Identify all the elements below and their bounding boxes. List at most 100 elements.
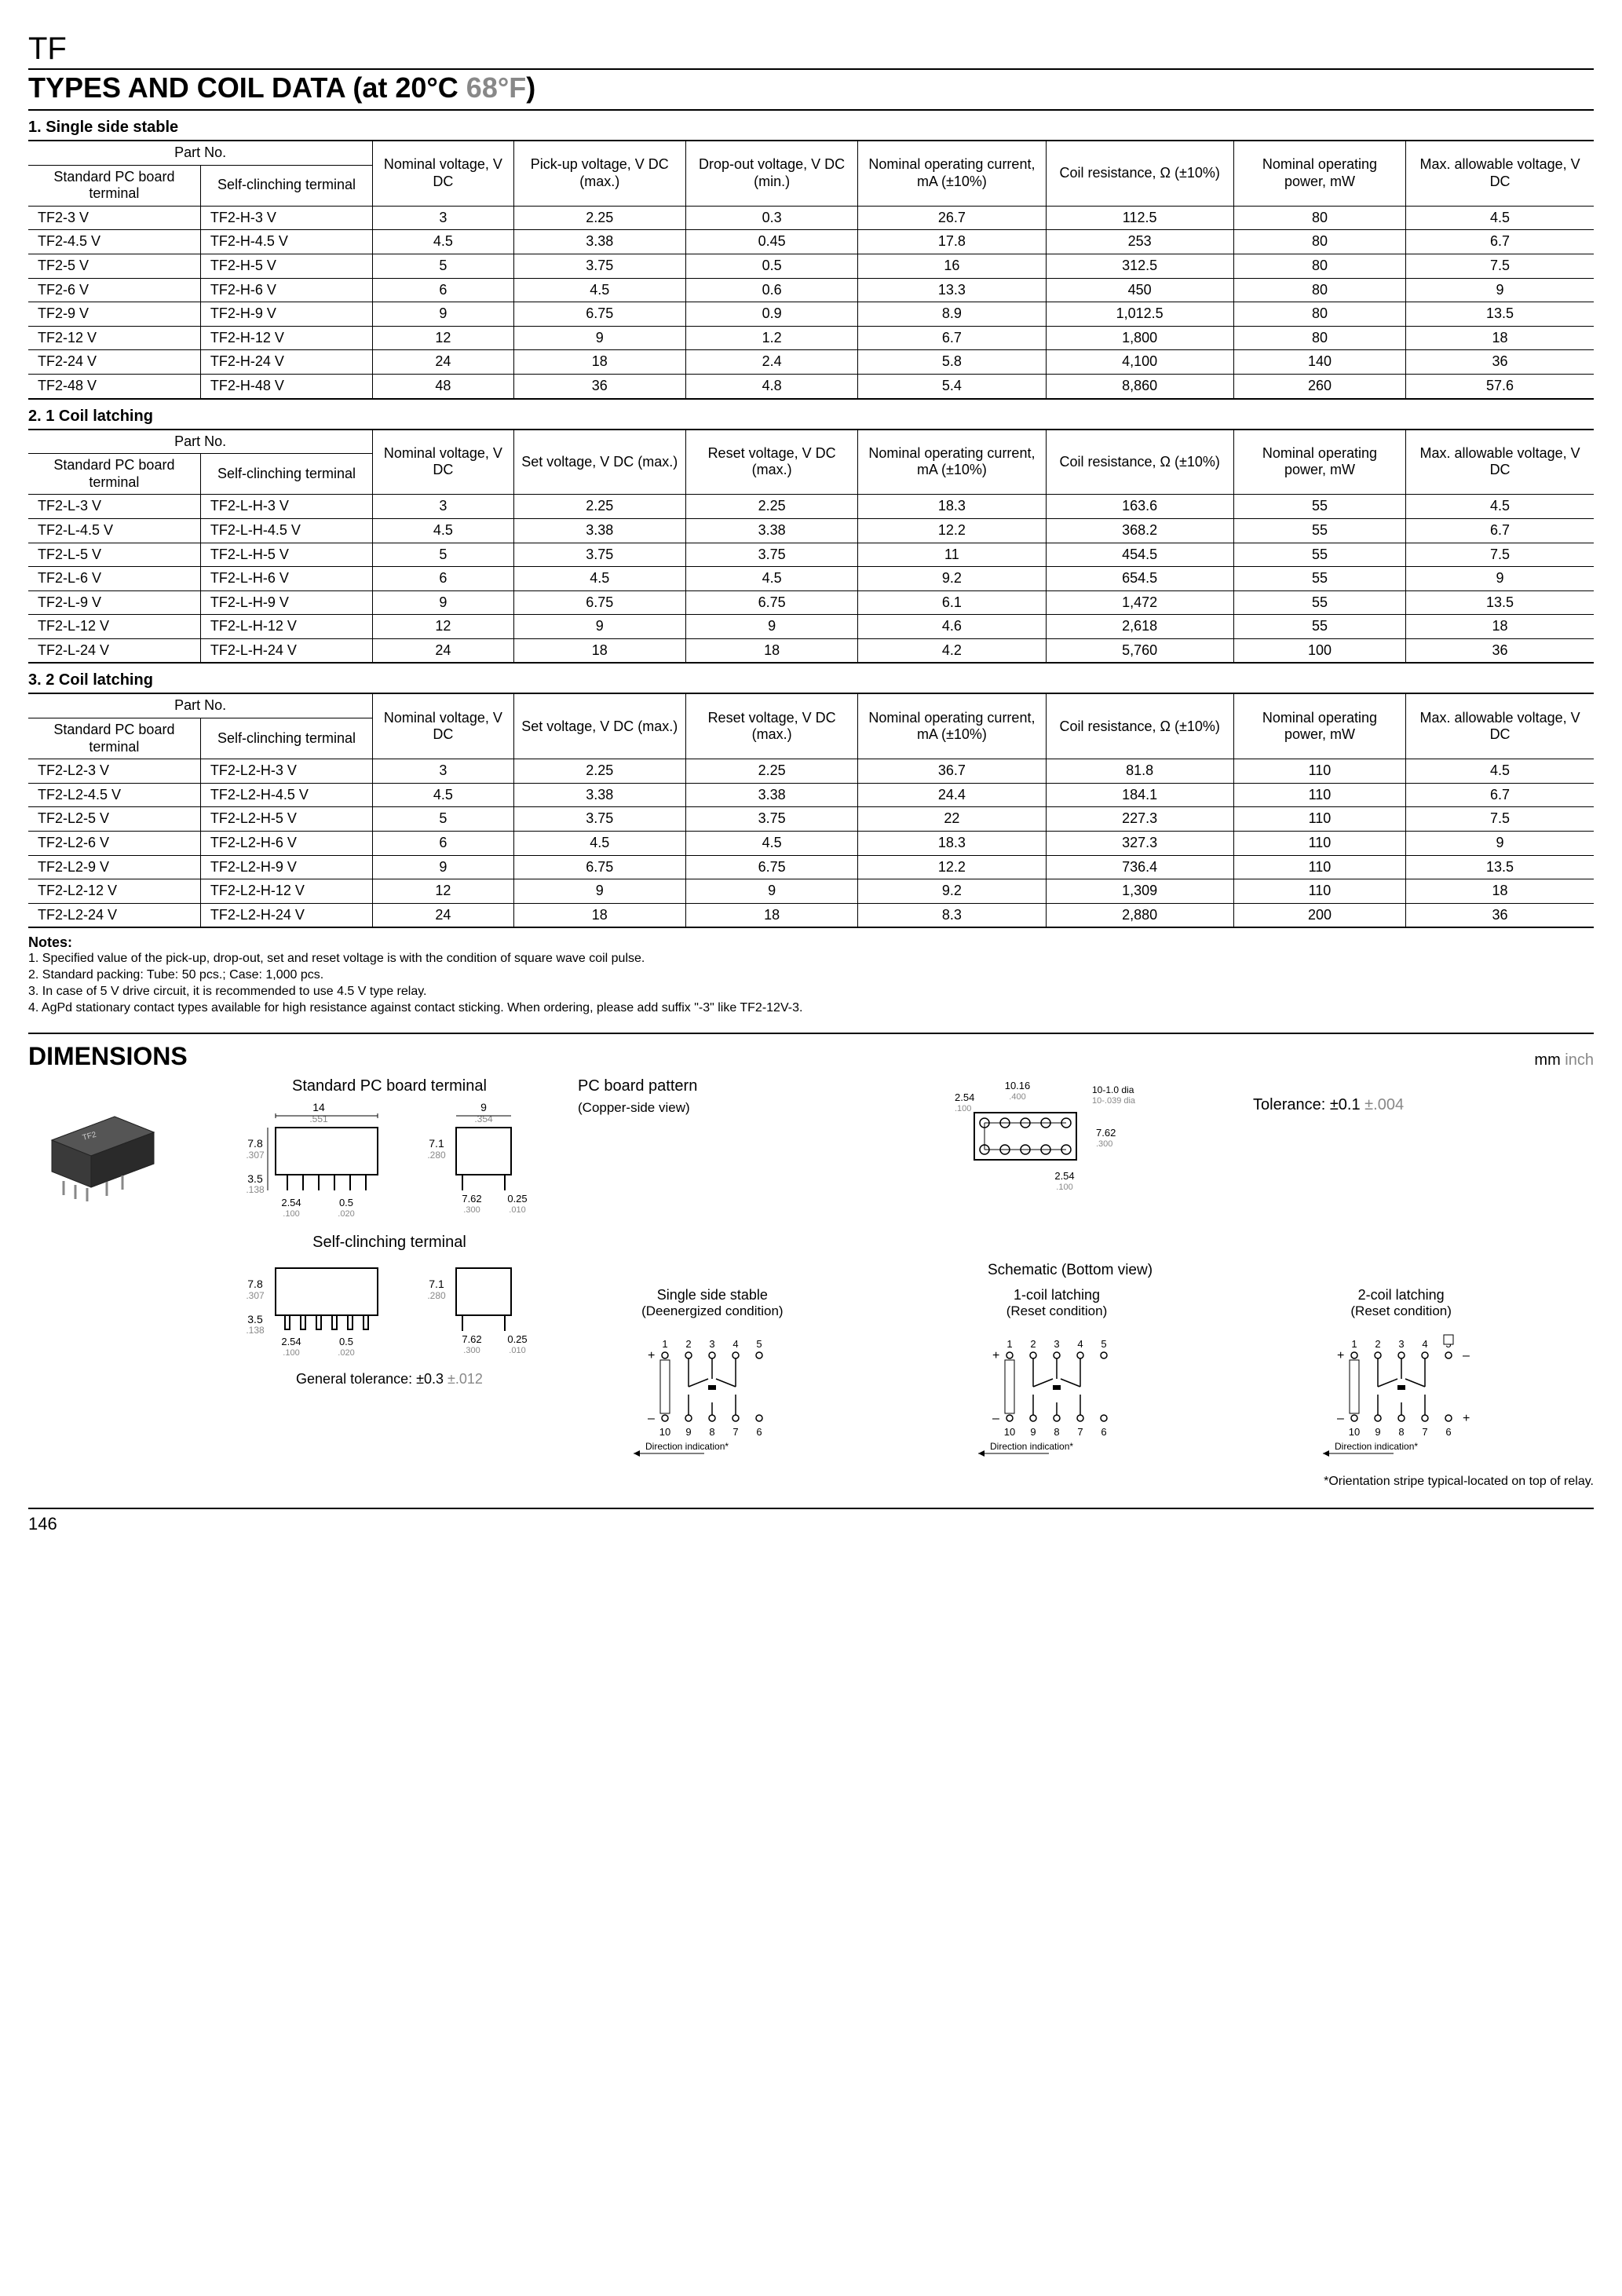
svg-text:8: 8 bbox=[1054, 1426, 1059, 1438]
table-cell: 140 bbox=[1233, 350, 1405, 375]
table-cell: 184.1 bbox=[1046, 783, 1233, 807]
table-cell: 4.6 bbox=[858, 615, 1046, 639]
table-cell: 1.2 bbox=[685, 326, 857, 350]
table-cell: 227.3 bbox=[1046, 807, 1233, 832]
th-pow2: Nominal operating power, mW bbox=[1233, 430, 1405, 495]
schematic-single: Single side stable (Deenergized conditio… bbox=[546, 1287, 879, 1465]
table-cell: 12 bbox=[373, 879, 513, 904]
table-cell: 253 bbox=[1046, 230, 1233, 254]
dimensions-unit: mm inch bbox=[1534, 1051, 1594, 1069]
table-cell: 454.5 bbox=[1046, 543, 1233, 567]
th-max2: Max. allowable voltage, V DC bbox=[1406, 430, 1594, 495]
table-cell: 4.5 bbox=[1406, 759, 1594, 784]
table-cell: 3.75 bbox=[513, 254, 685, 278]
general-tolerance: General tolerance: ±0.3 ±.012 bbox=[217, 1371, 562, 1387]
table-cell: 5 bbox=[373, 254, 513, 278]
svg-text:6: 6 bbox=[757, 1426, 762, 1438]
table-cell: 200 bbox=[1233, 903, 1405, 927]
svg-text:4: 4 bbox=[1422, 1338, 1427, 1350]
svg-text:0.5: 0.5 bbox=[339, 1336, 353, 1347]
table-cell: 81.8 bbox=[1046, 759, 1233, 784]
svg-text:.300: .300 bbox=[463, 1205, 480, 1215]
svg-text:.020: .020 bbox=[338, 1348, 354, 1358]
th-set3: Set voltage, V DC (max.) bbox=[513, 693, 685, 759]
th-dropout: Drop-out voltage, V DC (min.) bbox=[685, 141, 857, 206]
table-cell: 18.3 bbox=[858, 832, 1046, 856]
table-cell: 3.38 bbox=[685, 783, 857, 807]
table-cell: 17.8 bbox=[858, 230, 1046, 254]
svg-text:3: 3 bbox=[710, 1338, 715, 1350]
table-cell: 3 bbox=[373, 495, 513, 519]
th-nomv3: Nominal voltage, V DC bbox=[373, 693, 513, 759]
table-cell: TF2-12 V bbox=[28, 326, 200, 350]
schematic-1coil: 1-coil latching (Reset condition) 110293… bbox=[891, 1287, 1223, 1465]
table-cell: 18 bbox=[513, 903, 685, 927]
svg-text:.100: .100 bbox=[283, 1209, 299, 1218]
table-cell: 55 bbox=[1233, 615, 1405, 639]
table-cell: TF2-L-H-24 V bbox=[200, 638, 372, 663]
table-cell: 55 bbox=[1233, 590, 1405, 615]
sch3-title: 2-coil latching bbox=[1358, 1287, 1445, 1303]
svg-text:4: 4 bbox=[1077, 1338, 1083, 1350]
note-3: 3. In case of 5 V drive circuit, it is r… bbox=[28, 984, 1594, 1000]
note-2: 2. Standard packing: Tube: 50 pcs.; Case… bbox=[28, 967, 1594, 984]
table-cell: 16 bbox=[858, 254, 1046, 278]
table-cell: TF2-L2-H-4.5 V bbox=[200, 783, 372, 807]
table-cell: 24 bbox=[373, 903, 513, 927]
table-cell: 4,100 bbox=[1046, 350, 1233, 375]
table-cell: 4.5 bbox=[373, 518, 513, 543]
svg-text:10-.039 dia: 10-.039 dia bbox=[1092, 1096, 1136, 1106]
table-cell: 9 bbox=[513, 326, 685, 350]
self-label: Self-clinching terminal bbox=[217, 1234, 562, 1252]
table-cell: 112.5 bbox=[1046, 206, 1233, 230]
table-cell: 450 bbox=[1046, 278, 1233, 302]
table-cell: 6.7 bbox=[858, 326, 1046, 350]
th-nomi2: Nominal operating current, mA (±10%) bbox=[858, 430, 1046, 495]
table-cell: 13.5 bbox=[1406, 302, 1594, 327]
table-cell: TF2-L-H-3 V bbox=[200, 495, 372, 519]
table-cell: 6.75 bbox=[685, 855, 857, 879]
svg-text:.100: .100 bbox=[955, 1104, 971, 1113]
table-cell: 1,309 bbox=[1046, 879, 1233, 904]
table-cell: TF2-L-6 V bbox=[28, 567, 200, 591]
svg-text:2.54: 2.54 bbox=[955, 1091, 974, 1103]
relay-iso-image: TF2 bbox=[28, 1077, 201, 1203]
table-cell: 9 bbox=[1406, 832, 1594, 856]
th-pow: Nominal operating power, mW bbox=[1233, 141, 1405, 206]
table-cell: 5.4 bbox=[858, 374, 1046, 398]
self-side-view: 7.1 .280 7.62 .300 0.25 .010 bbox=[417, 1256, 535, 1358]
table-cell: 163.6 bbox=[1046, 495, 1233, 519]
table-cell: 7.5 bbox=[1406, 254, 1594, 278]
table-cell: 9 bbox=[685, 879, 857, 904]
table1: Part No. Nominal voltage, V DC Pick-up v… bbox=[28, 140, 1594, 400]
svg-text:Direction indication*: Direction indication* bbox=[645, 1441, 729, 1452]
pcb-tolerance: Tolerance: ±0.1 ±.004 bbox=[1253, 1096, 1583, 1114]
table-cell: TF2-H-5 V bbox=[200, 254, 372, 278]
dimensions-title: DIMENSIONS bbox=[28, 1042, 188, 1071]
table-cell: 80 bbox=[1233, 302, 1405, 327]
table-cell: 3 bbox=[373, 206, 513, 230]
svg-text:.010: .010 bbox=[509, 1346, 525, 1355]
table-cell: 654.5 bbox=[1046, 567, 1233, 591]
pcb-pattern-block: PC board pattern (Copper-side view) bbox=[578, 1077, 923, 1210]
svg-text:.100: .100 bbox=[1056, 1183, 1072, 1192]
table-cell: 2.25 bbox=[685, 759, 857, 784]
table-cell: 80 bbox=[1233, 254, 1405, 278]
svg-text:2.54: 2.54 bbox=[281, 1336, 301, 1347]
product-code: TF bbox=[28, 31, 1594, 70]
table-cell: 3.75 bbox=[513, 807, 685, 832]
table-cell: TF2-H-9 V bbox=[200, 302, 372, 327]
table-cell: 48 bbox=[373, 374, 513, 398]
table-cell: TF2-L-12 V bbox=[28, 615, 200, 639]
table-cell: 18 bbox=[1406, 879, 1594, 904]
th-pickup: Pick-up voltage, V DC (max.) bbox=[513, 141, 685, 206]
notes-head: Notes: bbox=[28, 934, 1594, 951]
svg-text:.138: .138 bbox=[246, 1184, 265, 1195]
table-cell: 2,880 bbox=[1046, 903, 1233, 927]
svg-text:–: – bbox=[648, 1412, 655, 1425]
table-cell: 4.5 bbox=[513, 832, 685, 856]
svg-text:3: 3 bbox=[1054, 1338, 1059, 1350]
table3: Part No. Nominal voltage, V DC Set volta… bbox=[28, 693, 1594, 928]
svg-text:.400: .400 bbox=[1009, 1092, 1025, 1102]
table-cell: 2.25 bbox=[513, 206, 685, 230]
